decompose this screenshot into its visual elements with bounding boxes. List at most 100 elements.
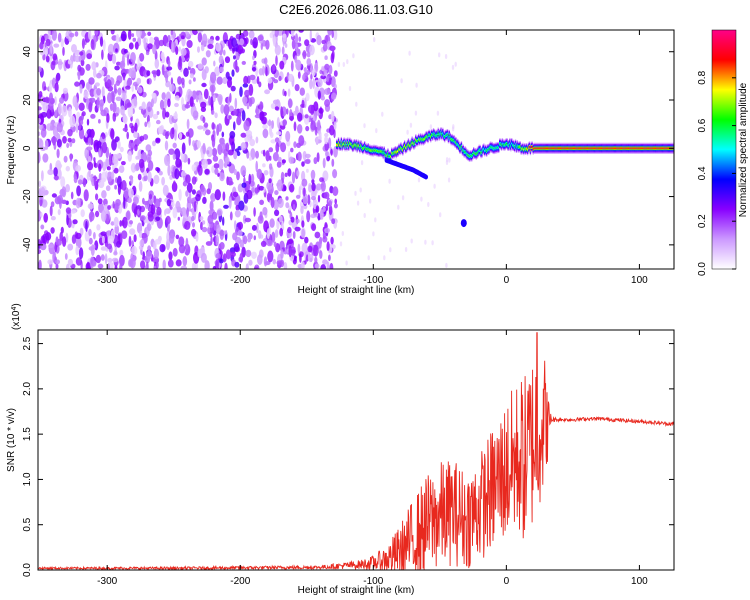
ridge-band — [557, 147, 559, 150]
noise-speck — [286, 108, 289, 115]
ridge-band — [400, 146, 402, 149]
noise-speck — [251, 67, 257, 72]
ridge-band — [565, 147, 567, 150]
noise-speck — [207, 214, 214, 225]
ridge-band — [622, 147, 625, 150]
noise-speck — [156, 69, 161, 77]
noise-speck — [325, 151, 329, 157]
noise-speck — [128, 235, 132, 247]
noise-speck — [208, 95, 211, 106]
noise-speck — [117, 140, 121, 149]
ridge-band — [629, 147, 631, 150]
noise-speck — [115, 199, 121, 207]
noise-speck — [201, 33, 208, 46]
noise-speck — [254, 266, 259, 269]
noise-speck — [165, 72, 169, 83]
noise-speck — [222, 253, 227, 262]
ridge-band — [470, 154, 472, 157]
noise-speck — [147, 43, 154, 50]
noise-speck — [201, 158, 208, 169]
noise-speck — [193, 200, 197, 212]
y-tick-label: 1.0 — [22, 472, 33, 486]
noise-speck — [233, 220, 237, 230]
noise-speck — [187, 157, 191, 165]
ridge-band — [568, 147, 571, 150]
noise-speck — [295, 59, 302, 71]
noise-speck — [233, 55, 236, 60]
ridge-band — [633, 147, 635, 150]
noise-speck — [223, 230, 228, 235]
ridge-band — [377, 150, 379, 152]
noise-speck — [206, 146, 213, 158]
noise-speck — [89, 97, 96, 103]
noise-speck — [104, 253, 108, 265]
noise-speck — [126, 210, 131, 221]
ridge-band — [473, 152, 476, 155]
noise-speck — [52, 126, 59, 137]
noise-speck — [161, 64, 165, 76]
noise-speck — [272, 99, 279, 105]
noise-speck — [113, 167, 119, 174]
noise-speck — [45, 38, 51, 47]
noise-speck — [222, 76, 228, 85]
faint-speck — [404, 247, 408, 252]
noise-speck — [210, 110, 215, 115]
noise-speck — [255, 136, 259, 144]
noise-speck — [303, 67, 307, 73]
ridge-band — [592, 147, 594, 150]
noise-speck — [246, 104, 250, 110]
noise-speck — [128, 42, 134, 50]
noise-speck — [267, 77, 273, 84]
ridge-band — [595, 147, 597, 150]
noise-speck — [262, 65, 265, 76]
noise-speck — [333, 70, 338, 77]
noise-speck — [284, 90, 287, 97]
noise-speck — [293, 256, 297, 262]
noise-speck — [165, 111, 170, 118]
noise-speck — [290, 246, 296, 256]
ridge-band — [554, 147, 556, 150]
noise-speck — [250, 148, 256, 160]
faint-speck — [454, 61, 457, 67]
noise-speck — [146, 223, 152, 232]
ridge-band — [369, 149, 371, 152]
noise-speck — [200, 184, 205, 193]
noise-speck — [197, 63, 203, 70]
noise-speck — [168, 148, 175, 155]
noise-speck — [75, 236, 82, 249]
noise-speck — [186, 207, 189, 218]
noise-speck — [75, 232, 82, 240]
noise-speck — [226, 79, 232, 88]
noise-speck — [110, 103, 113, 112]
noise-speck — [320, 75, 327, 80]
noise-speck — [331, 78, 336, 87]
noise-speck — [75, 257, 82, 266]
noise-speck — [230, 85, 236, 92]
noise-speck — [331, 158, 335, 167]
noise-speck — [116, 61, 121, 66]
noise-speck — [236, 116, 242, 126]
noise-speck — [234, 200, 238, 206]
faint-speck — [414, 110, 418, 116]
noise-speck — [115, 80, 121, 86]
noise-speck — [120, 105, 125, 116]
ridge-band — [531, 146, 533, 148]
ridge-band — [604, 147, 606, 150]
faint-speck — [438, 52, 441, 58]
noise-speck — [138, 158, 145, 169]
noise-speck — [67, 137, 72, 143]
y-tick-label: 0.0 — [22, 563, 33, 577]
noise-speck — [301, 228, 306, 238]
noise-speck — [119, 249, 124, 256]
noise-speck — [274, 30, 279, 38]
noise-speck — [262, 206, 268, 216]
noise-speck — [313, 244, 319, 257]
ridge-band — [425, 135, 427, 138]
noise-speck — [230, 251, 236, 257]
ridge-band — [508, 144, 510, 147]
noise-speck — [106, 243, 112, 250]
noise-speck — [314, 256, 318, 264]
noise-speck — [105, 158, 109, 167]
noise-speck — [40, 211, 43, 218]
noise-speck — [123, 197, 126, 209]
